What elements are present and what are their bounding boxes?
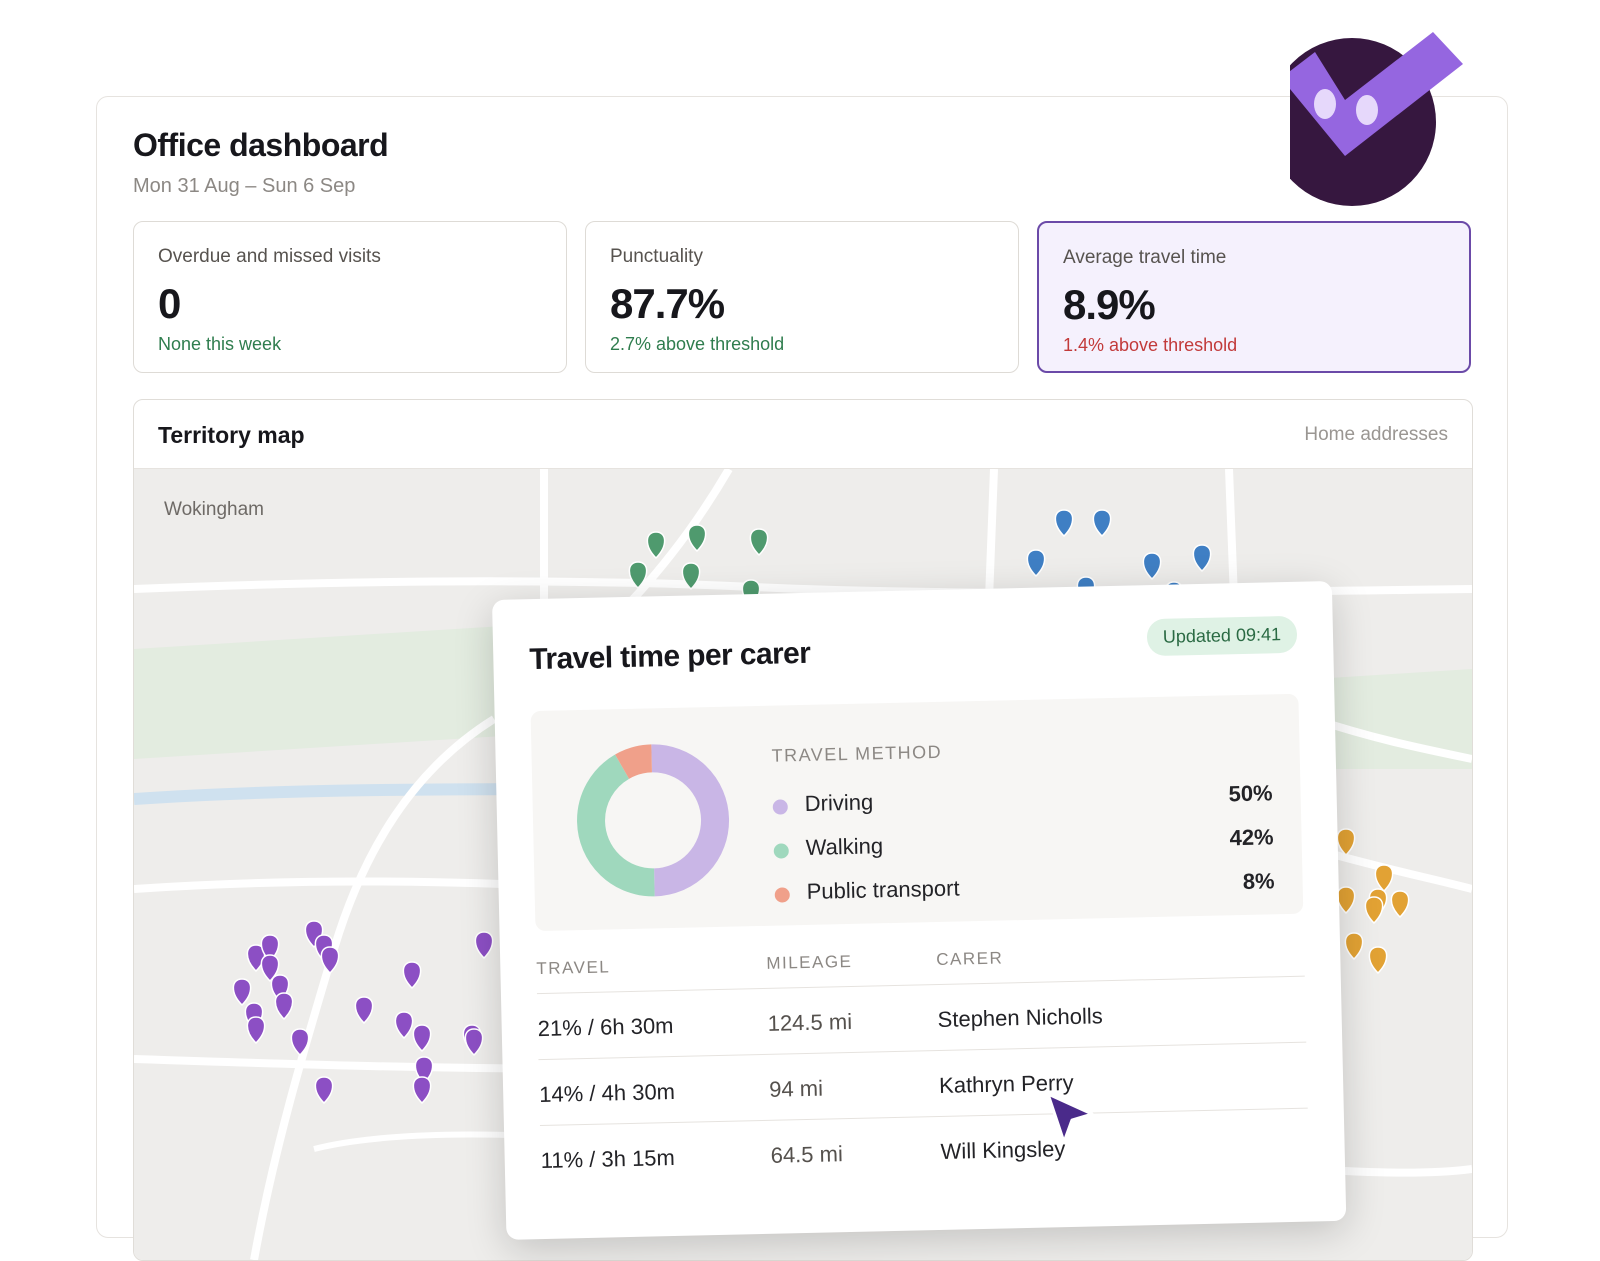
kpi-value: 87.7%: [610, 280, 725, 327]
map-pin-icon[interactable]: [1142, 552, 1162, 581]
travel-cell: 11% / 3h 15m: [540, 1144, 676, 1174]
map-pin-icon[interactable]: [1390, 890, 1410, 919]
map-pin-icon[interactable]: [394, 1011, 414, 1040]
kpi-value: 8.9%: [1063, 281, 1156, 328]
kpi-note: None this week: [158, 334, 282, 354]
method-label: Walking: [805, 833, 884, 860]
travel-cell: 21% / 6h 30m: [537, 1012, 674, 1042]
mileage-cell: 64.5 mi: [770, 1141, 844, 1168]
method-row-public-transport: Public transport 8%: [774, 868, 1275, 909]
map-title: Territory map: [158, 422, 305, 448]
kpi-value: 0: [158, 280, 181, 327]
map-pin-icon[interactable]: [464, 1028, 484, 1057]
map-pin-icon[interactable]: [646, 531, 666, 560]
kpi-note: 1.4% above threshold: [1063, 335, 1238, 355]
legend-dot: [773, 843, 789, 859]
method-row-driving: Driving 50%: [772, 780, 1273, 821]
travel-time-card: Travel time per carer Updated 09:41 TRAV…: [492, 580, 1347, 1240]
legend-dot: [774, 887, 790, 903]
travel-method-summary: TRAVEL METHOD Driving 50% Walking 42% Pu…: [530, 693, 1304, 932]
travel-method-heading: TRAVEL METHOD: [771, 741, 943, 766]
map-pin-icon[interactable]: [1192, 544, 1212, 573]
method-label: Driving: [804, 789, 874, 816]
method-label: Public transport: [806, 875, 960, 904]
map-pin-icon[interactable]: [1344, 932, 1364, 961]
kpi-label: Punctuality: [610, 246, 703, 267]
legend-dot: [772, 799, 788, 815]
mileage-cell: 124.5 mi: [767, 1008, 853, 1036]
column-header-mileage[interactable]: MILEAGE: [766, 951, 853, 973]
map-pin-icon[interactable]: [1336, 886, 1356, 915]
donut-slice-walking: [577, 744, 730, 897]
map-pin-icon[interactable]: [402, 961, 422, 990]
kpi-card-overdue[interactable]: Overdue and missed visits 0 None this we…: [133, 221, 567, 373]
map-pin-icon[interactable]: [354, 996, 374, 1025]
mileage-cell: 94 mi: [768, 1075, 824, 1102]
travel-method-donut: [577, 744, 730, 897]
date-range: Mon 31 Aug – Sun 6 Sep: [133, 175, 356, 197]
home-addresses-filter[interactable]: Home addresses: [1304, 424, 1448, 445]
page-title: Office dashboard: [133, 127, 389, 163]
method-percent: 42%: [1229, 824, 1274, 851]
map-pin-icon[interactable]: [232, 978, 252, 1007]
map-place-label: Wokingham: [164, 499, 264, 520]
method-percent: 50%: [1228, 780, 1273, 807]
map-pin-icon[interactable]: [274, 992, 294, 1021]
kpi-card-travel-time[interactable]: Average travel time 8.9% 1.4% above thre…: [1037, 221, 1471, 373]
map-pin-icon[interactable]: [1336, 828, 1356, 857]
map-pin-icon[interactable]: [687, 524, 707, 553]
map-pin-icon[interactable]: [314, 1076, 334, 1105]
map-pin-icon[interactable]: [412, 1076, 432, 1105]
column-header-travel[interactable]: TRAVEL: [536, 957, 611, 979]
map-pin-icon[interactable]: [474, 931, 494, 960]
donut-slice-driving: [577, 744, 730, 897]
map-pins: [232, 509, 1410, 1105]
cursor-pointer-icon: [1046, 1092, 1094, 1144]
map-pin-icon[interactable]: [1374, 864, 1394, 893]
map-header: Territory map Home addresses: [134, 400, 1472, 469]
map-pin-icon[interactable]: [320, 946, 340, 975]
map-pin-icon[interactable]: [290, 1028, 310, 1057]
method-percent: 8%: [1242, 868, 1275, 895]
map-pin-icon[interactable]: [260, 934, 280, 963]
map-pin-icon[interactable]: [1092, 509, 1112, 538]
map-pin-icon[interactable]: [1054, 509, 1074, 538]
map-pin-icon[interactable]: [1364, 896, 1384, 925]
kpi-card-punctuality[interactable]: Punctuality 87.7% 2.7% above threshold: [585, 221, 1019, 373]
travel-cell: 14% / 4h 30m: [538, 1078, 676, 1108]
map-pin-icon[interactable]: [260, 954, 280, 983]
updated-badge: Updated 09:41: [1146, 615, 1298, 657]
map-pin-icon[interactable]: [246, 1016, 266, 1045]
map-pin-icon[interactable]: [628, 561, 648, 590]
method-row-walking: Walking 42%: [773, 824, 1274, 865]
map-pin-icon[interactable]: [412, 1024, 432, 1053]
column-header-carer[interactable]: CARER: [936, 948, 1004, 970]
kpi-label: Overdue and missed visits: [158, 246, 381, 267]
map-pin-icon[interactable]: [681, 562, 701, 591]
kpi-label: Average travel time: [1063, 247, 1227, 268]
map-pin-icon[interactable]: [1368, 946, 1388, 975]
app-logo-icon: [1290, 32, 1463, 206]
kpi-note: 2.7% above threshold: [610, 334, 785, 354]
map-pin-icon[interactable]: [749, 528, 769, 557]
card-title: Travel time per carer: [528, 636, 811, 677]
carer-cell: Stephen Nicholls: [937, 1003, 1103, 1032]
map-pin-icon[interactable]: [1026, 549, 1046, 578]
